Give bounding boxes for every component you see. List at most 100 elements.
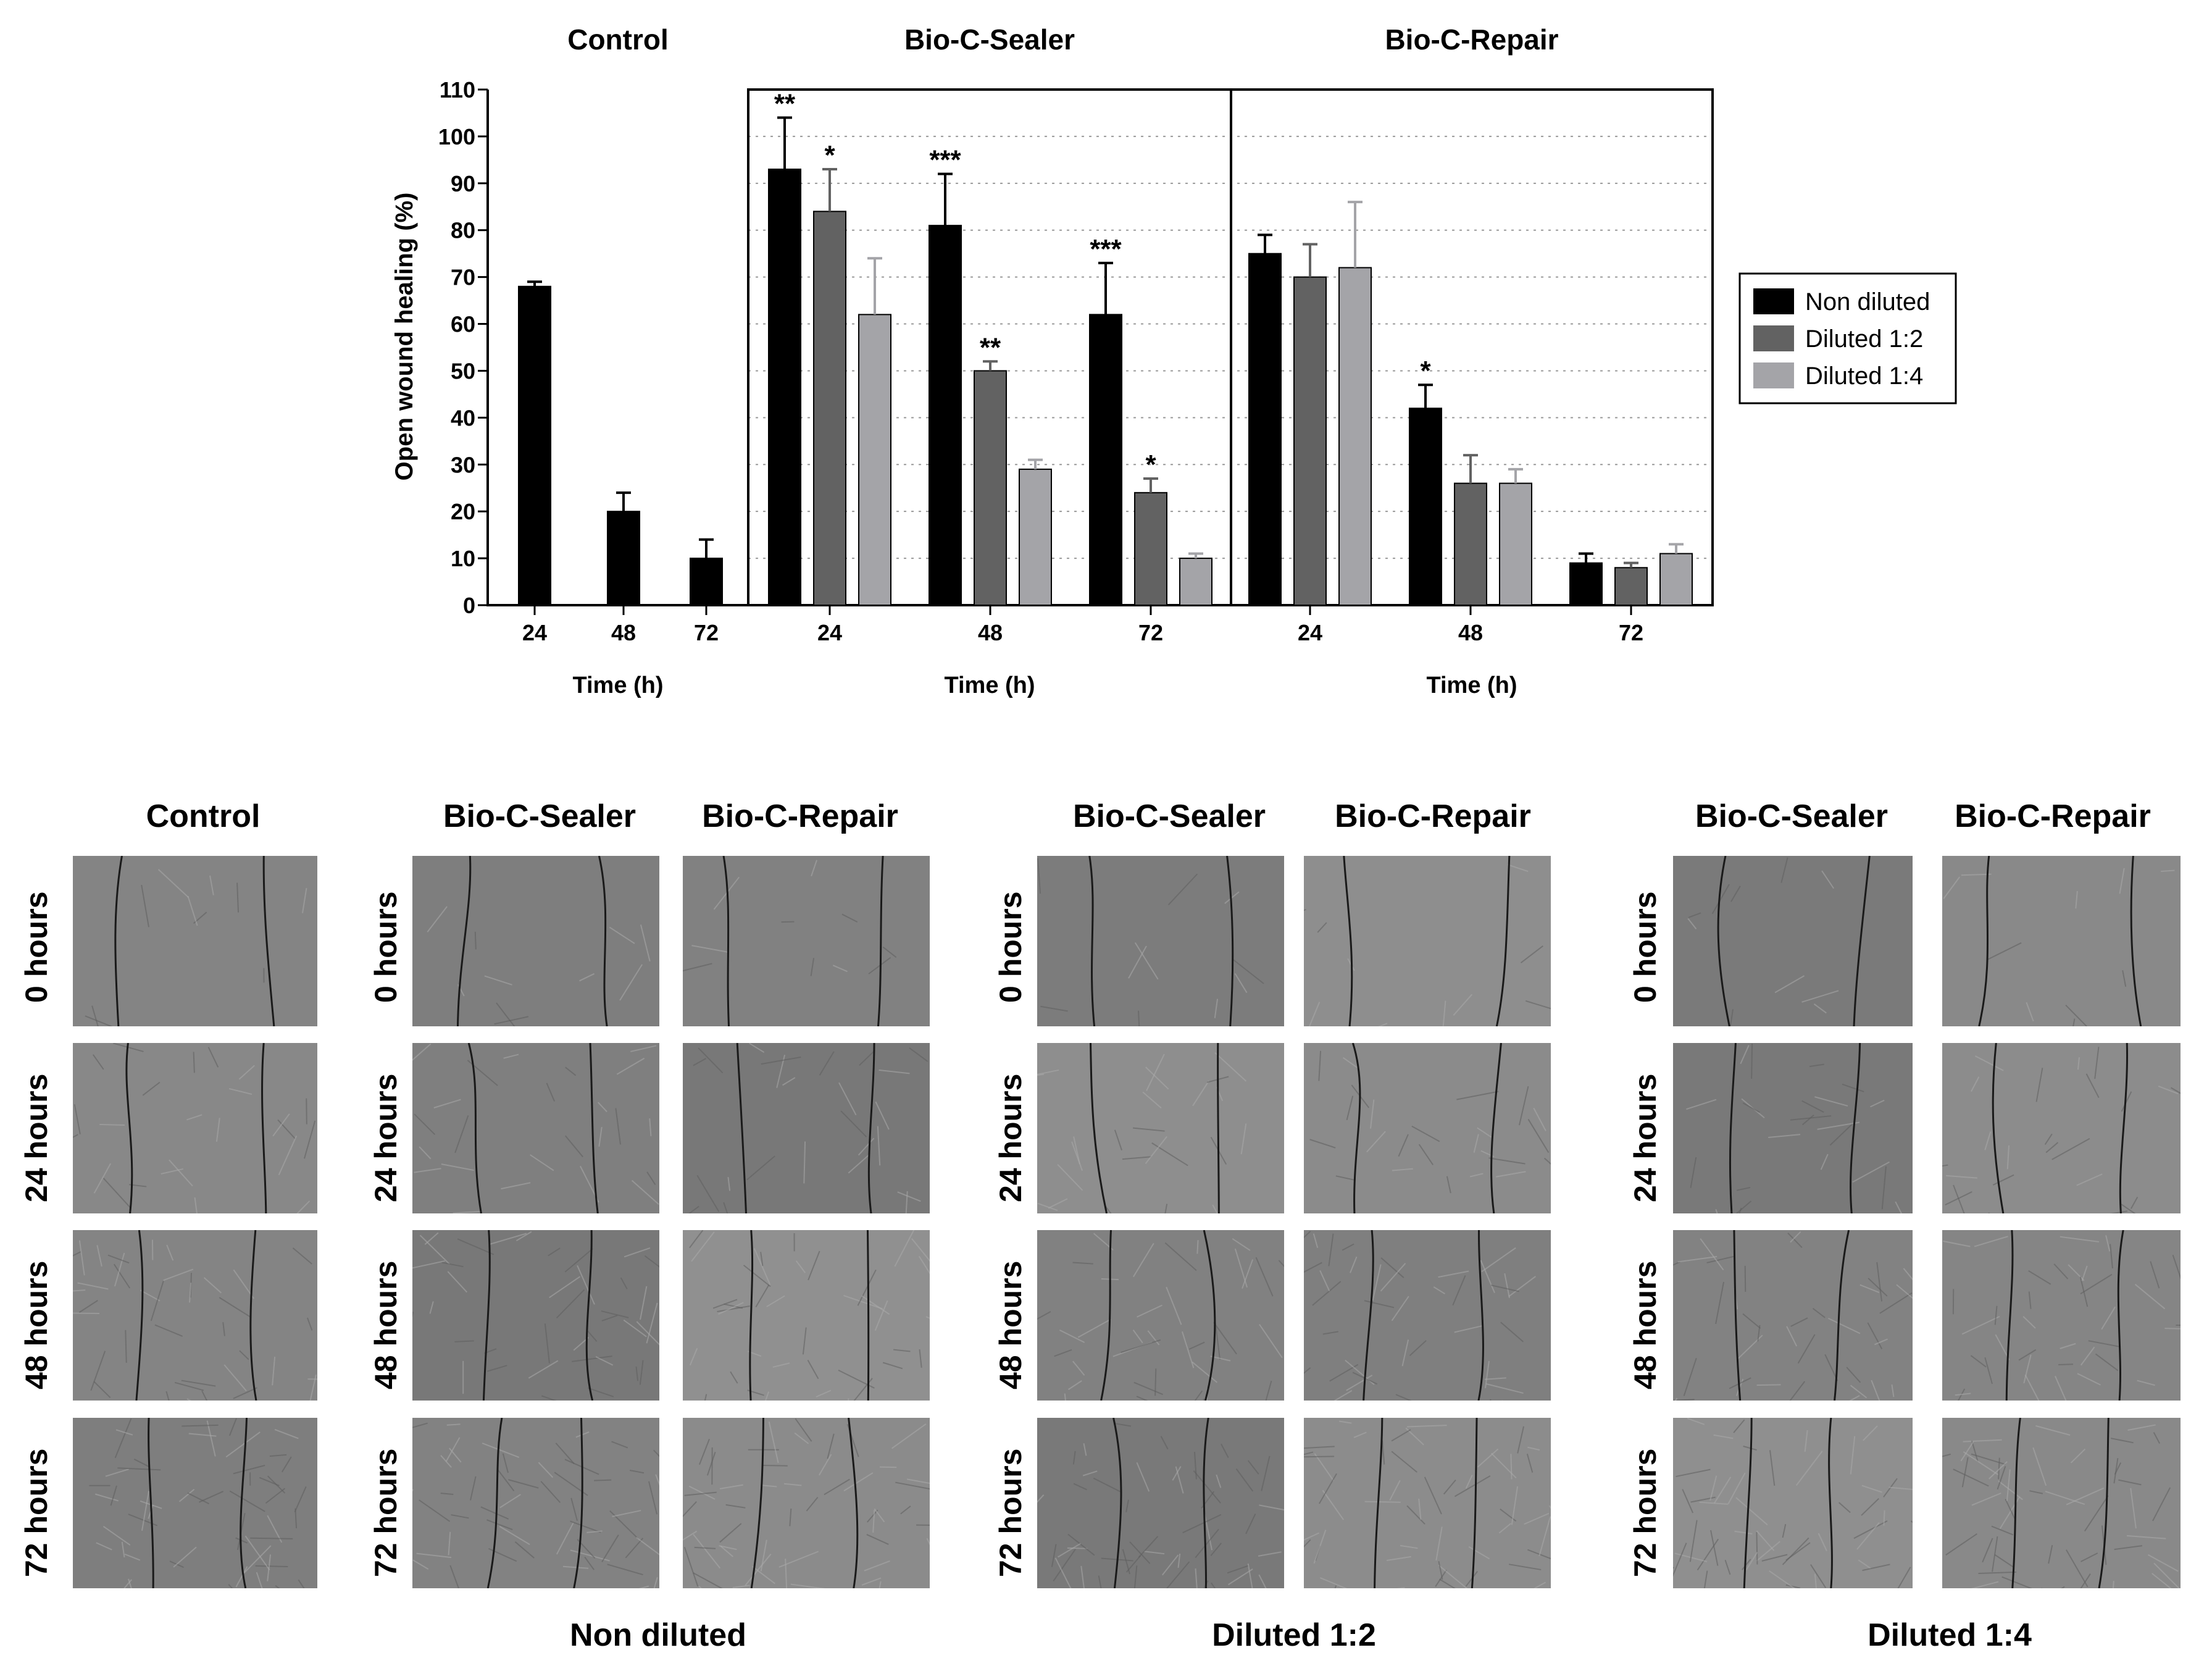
y-tick-label: 10 [451,546,475,571]
micrograph-d14-sealer-row-0 [1673,856,1913,1026]
bar [1659,553,1693,606]
bar [1614,567,1648,606]
axis-line [486,90,748,606]
micrograph-control-row-1 [73,1043,317,1213]
micrograph-d12-sealer-row-1 [1037,1043,1284,1213]
x-axis-label: Time (h) [1426,672,1517,698]
bar [518,285,551,606]
bar [1134,492,1167,606]
micrograph-d14-sealer-row-1 [1673,1043,1913,1213]
y-tick-label: 40 [451,405,475,430]
micrograph-control-row-3 [73,1418,317,1588]
significance-label: ** [774,89,796,119]
micrograph-control-row-2 [73,1230,317,1401]
legend-label-diluted-1-4: Diluted 1:4 [1805,362,1923,390]
micrograph-d12-repair-row-3 [1304,1418,1551,1588]
row-label-72-hours: 72 hours [19,1448,54,1577]
x-axis-label: Time (h) [944,672,1035,698]
y-tick-label: 110 [440,77,475,103]
micro-col-title-d14-sealer: Bio-C-Sealer [1695,798,1889,834]
row-label-24-hours: 24 hours [19,1073,54,1202]
bar [1454,482,1487,606]
x-tick-label: 72 [1138,620,1163,645]
y-tick-label: 70 [451,265,475,290]
bar [1019,468,1052,606]
row-label-0-hours: 0 hours [1628,891,1663,1003]
micrograph-nd-sealer-row-3 [412,1418,659,1588]
significance-label: * [1145,450,1156,480]
x-tick-label: 24 [817,620,842,645]
x-tick-label: 24 [522,620,547,645]
micro-col-title-d14-repair: Bio-C-Repair [1955,798,2151,834]
row-label-24-hours: 24 hours [1628,1073,1663,1202]
y-tick-label: 20 [451,499,475,524]
micrograph-nd-sealer-row-0 [412,856,659,1026]
legend-swatch-non-diluted [1753,288,1794,314]
bar [813,211,846,606]
row-label-0-hours: 0 hours [993,891,1028,1003]
micro-col-title-d12-repair: Bio-C-Repair [1335,798,1531,834]
row-label-24-hours: 24 hours [369,1073,403,1202]
panel-title: Bio-C-Repair [1385,23,1558,56]
bar-chart: Open wound healing (%) 0 10 20 30 40 50 60 70 80… [391,23,1957,698]
significance-label: *** [929,145,961,175]
micrograph-d14-repair-row-0 [1942,856,2181,1026]
x-tick-label: 48 [1458,620,1483,645]
significance-label: * [1420,356,1431,386]
x-axis-label: Time (h) [572,672,663,698]
bar [929,225,962,606]
row-label-48-hours: 48 hours [993,1260,1028,1389]
legend-label-diluted-1-2: Diluted 1:2 [1805,325,1923,353]
y-tick-label: 60 [451,312,475,337]
bar [1179,558,1212,606]
row-label-0-hours: 0 hours [369,891,403,1003]
micrograph-d12-sealer-row-0 [1037,856,1284,1026]
micrograph-d14-repair-row-1 [1942,1043,2181,1213]
micrograph-d14-sealer-row-3 [1673,1418,1913,1588]
legend-swatch-diluted-1-4 [1753,362,1794,388]
row-label-24-hours: 24 hours [993,1073,1028,1202]
bar [1293,276,1327,606]
caption-non-diluted: Non diluted [570,1617,746,1653]
micrograph-d14-repair-row-3 [1942,1418,2181,1588]
micrograph-d14-repair-row-2 [1942,1230,2181,1401]
bar [607,511,640,606]
micro-col-title-control: Control [146,798,261,834]
significance-label: * [824,140,835,170]
micrograph-nd-repair-row-1 [683,1043,930,1213]
micrograph-control-row-0 [73,856,317,1026]
micrograph-d12-repair-row-0 [1304,856,1551,1026]
bar [1569,562,1603,606]
x-tick-label: 72 [694,620,719,645]
bar [1499,482,1532,606]
y-tick-label: 100 [438,124,475,149]
legend-swatch-diluted-1-2 [1753,325,1794,351]
micrograph-d14-sealer-row-2 [1673,1230,1913,1401]
caption-diluted-1-4: Diluted 1:4 [1868,1617,2032,1653]
bar [690,558,723,606]
x-tick-label: 72 [1619,620,1643,645]
micrograph-d12-repair-row-2 [1304,1230,1551,1401]
micro-col-title-nd-repair: Bio-C-Repair [702,798,898,834]
significance-label: *** [1090,234,1122,264]
row-label-48-hours: 48 hours [1628,1260,1663,1389]
x-tick-label: 48 [978,620,1003,645]
row-label-48-hours: 48 hours [19,1260,54,1389]
micro-col-title-d12-sealer: Bio-C-Sealer [1072,798,1266,834]
x-tick-label: 24 [1298,620,1322,645]
bar [858,314,891,606]
micrograph-d12-sealer-row-3 [1037,1418,1284,1588]
micrograph-d12-repair-row-1 [1304,1043,1551,1213]
micrograph-nd-repair-row-3 [683,1418,930,1588]
micrograph-d12-sealer-row-2 [1037,1230,1284,1401]
y-tick-label: 90 [451,171,475,196]
row-label-72-hours: 72 hours [1628,1448,1663,1577]
y-tick-label: 30 [451,452,475,477]
row-label-72-hours: 72 hours [993,1448,1028,1577]
bar [768,169,801,606]
caption-diluted-1-2: Diluted 1:2 [1212,1617,1376,1653]
bar [974,370,1007,606]
y-tick-label: 0 [463,593,475,618]
y-tick-label: 50 [451,358,475,383]
micrograph-nd-sealer-row-1 [412,1043,659,1213]
